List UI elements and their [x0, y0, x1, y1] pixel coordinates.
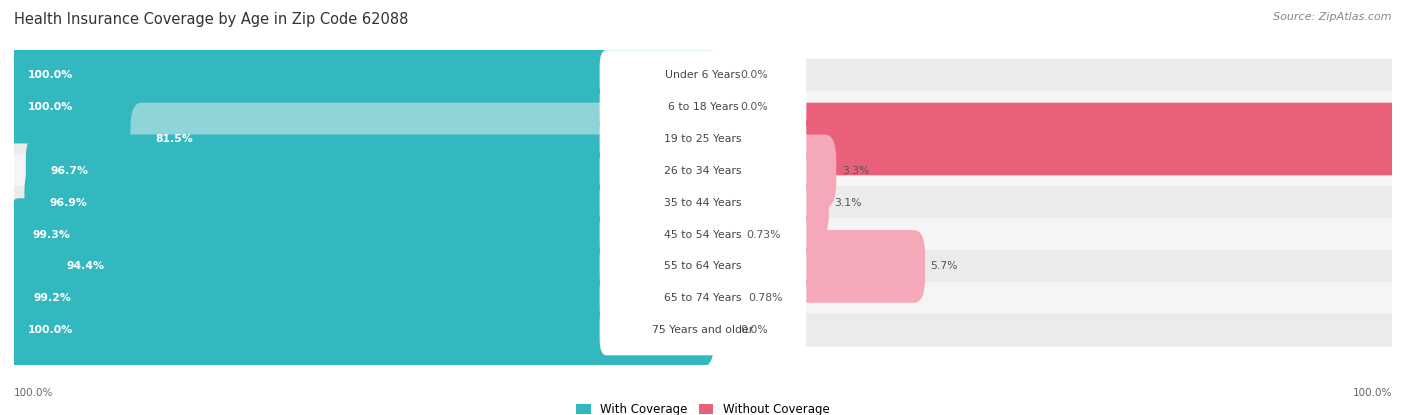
FancyBboxPatch shape	[14, 186, 1392, 219]
FancyBboxPatch shape	[3, 294, 714, 366]
Text: 100.0%: 100.0%	[28, 102, 73, 112]
Text: 100.0%: 100.0%	[1353, 388, 1392, 398]
FancyBboxPatch shape	[24, 166, 714, 239]
Text: 96.7%: 96.7%	[51, 166, 89, 176]
FancyBboxPatch shape	[3, 71, 714, 144]
FancyBboxPatch shape	[692, 134, 837, 207]
FancyBboxPatch shape	[599, 178, 807, 228]
Text: 100.0%: 100.0%	[28, 325, 73, 335]
FancyBboxPatch shape	[14, 314, 1392, 347]
FancyBboxPatch shape	[14, 122, 1392, 156]
FancyBboxPatch shape	[599, 273, 807, 323]
FancyBboxPatch shape	[14, 90, 1392, 124]
Text: 0.73%: 0.73%	[747, 229, 782, 239]
Text: Health Insurance Coverage by Age in Zip Code 62088: Health Insurance Coverage by Age in Zip …	[14, 12, 408, 27]
Text: 100.0%: 100.0%	[28, 70, 73, 80]
FancyBboxPatch shape	[599, 305, 807, 355]
Text: 45 to 54 Years: 45 to 54 Years	[664, 229, 742, 239]
FancyBboxPatch shape	[8, 198, 714, 271]
FancyBboxPatch shape	[599, 82, 807, 132]
FancyBboxPatch shape	[599, 114, 807, 164]
Text: 94.4%: 94.4%	[66, 261, 104, 271]
Text: 5.7%: 5.7%	[931, 261, 957, 271]
Text: 75 Years and older: 75 Years and older	[652, 325, 754, 335]
Text: 96.9%: 96.9%	[49, 198, 87, 208]
Text: 26 to 34 Years: 26 to 34 Years	[664, 166, 742, 176]
Text: 19 to 25 Years: 19 to 25 Years	[664, 134, 742, 144]
FancyBboxPatch shape	[14, 154, 1392, 188]
FancyBboxPatch shape	[8, 262, 714, 334]
Text: 3.3%: 3.3%	[842, 166, 869, 176]
FancyBboxPatch shape	[131, 103, 714, 175]
Text: 99.2%: 99.2%	[34, 293, 72, 303]
Text: Source: ZipAtlas.com: Source: ZipAtlas.com	[1274, 12, 1392, 22]
Text: 0.0%: 0.0%	[740, 70, 768, 80]
Text: 55 to 64 Years: 55 to 64 Years	[664, 261, 742, 271]
Text: 0.78%: 0.78%	[748, 293, 783, 303]
FancyBboxPatch shape	[14, 218, 1392, 251]
Text: 0.0%: 0.0%	[740, 325, 768, 335]
Text: 3.1%: 3.1%	[834, 198, 862, 208]
FancyBboxPatch shape	[692, 166, 830, 239]
Text: 6 to 18 Years: 6 to 18 Years	[668, 102, 738, 112]
Legend: With Coverage, Without Coverage: With Coverage, Without Coverage	[576, 403, 830, 415]
FancyBboxPatch shape	[3, 39, 714, 112]
FancyBboxPatch shape	[599, 50, 807, 100]
FancyBboxPatch shape	[14, 59, 1392, 92]
FancyBboxPatch shape	[692, 230, 925, 303]
FancyBboxPatch shape	[599, 146, 807, 196]
Text: 0.0%: 0.0%	[740, 102, 768, 112]
FancyBboxPatch shape	[14, 282, 1392, 315]
Text: 99.3%: 99.3%	[32, 229, 70, 239]
FancyBboxPatch shape	[599, 210, 807, 260]
FancyBboxPatch shape	[25, 134, 714, 207]
FancyBboxPatch shape	[692, 198, 741, 271]
FancyBboxPatch shape	[692, 103, 1403, 175]
FancyBboxPatch shape	[599, 241, 807, 292]
Text: 65 to 74 Years: 65 to 74 Years	[664, 293, 742, 303]
Text: 100.0%: 100.0%	[14, 388, 53, 398]
Text: 81.5%: 81.5%	[155, 134, 193, 144]
FancyBboxPatch shape	[692, 262, 742, 334]
Text: 35 to 44 Years: 35 to 44 Years	[664, 198, 742, 208]
FancyBboxPatch shape	[14, 250, 1392, 283]
Text: Under 6 Years: Under 6 Years	[665, 70, 741, 80]
FancyBboxPatch shape	[42, 230, 714, 303]
